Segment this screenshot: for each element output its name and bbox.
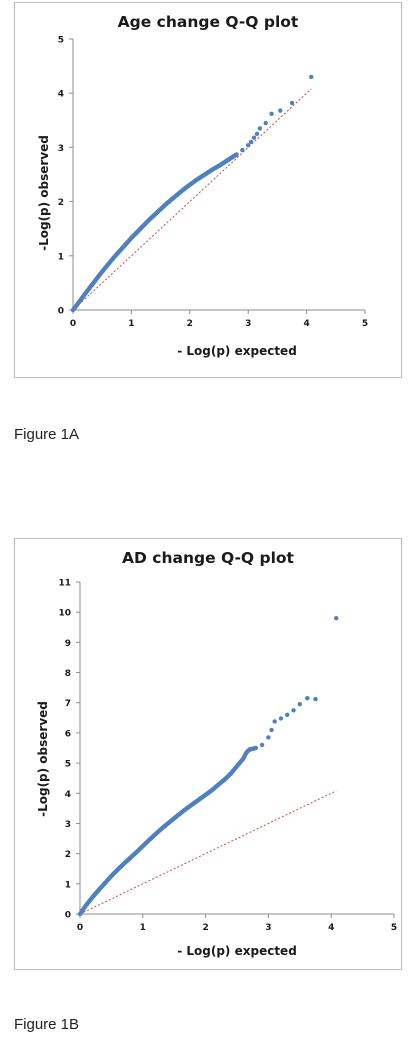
x-tick-label: 5 bbox=[362, 319, 368, 329]
chart-title: Age change Q-Q plot bbox=[117, 13, 299, 31]
y-tick-label: 8 bbox=[65, 669, 71, 679]
x-tick-label: 5 bbox=[391, 923, 397, 933]
x-tick-label: 0 bbox=[70, 319, 76, 329]
x-tick-label: 2 bbox=[202, 923, 208, 933]
observed-point bbox=[240, 147, 245, 153]
observed-point bbox=[259, 742, 265, 748]
expected-reference-line bbox=[72, 88, 312, 311]
y-tick-label: 5 bbox=[58, 36, 64, 46]
x-tick-label: 4 bbox=[328, 923, 334, 933]
observed-points bbox=[70, 74, 314, 313]
x-tick-label: 0 bbox=[77, 923, 83, 933]
y-tick-label: 3 bbox=[58, 144, 64, 154]
observed-point bbox=[285, 712, 290, 717]
observed-point bbox=[309, 74, 314, 80]
y-tick-label: 0 bbox=[58, 307, 64, 317]
x-tick-label: 1 bbox=[128, 319, 134, 329]
observed-point bbox=[246, 143, 251, 148]
observed-point bbox=[269, 111, 274, 116]
qq-plot-ad: 0 1 2 3 4 5 0 1 2 3 4 5 6 7 8 9 10 11 bbox=[58, 579, 397, 934]
x-tick-label: 3 bbox=[245, 319, 251, 329]
observed-point bbox=[272, 719, 277, 724]
observed-point bbox=[291, 708, 296, 713]
observed-point bbox=[263, 120, 268, 126]
y-tick-label: 2 bbox=[58, 198, 64, 208]
y-tick-label: 2 bbox=[65, 850, 71, 860]
x-axis-label: - Log(p) expected bbox=[177, 344, 297, 358]
y-tick-label: 10 bbox=[58, 609, 71, 619]
observed-point bbox=[251, 135, 257, 140]
observed-point bbox=[266, 735, 271, 740]
y-tick-label: 3 bbox=[65, 820, 71, 830]
figure-caption-1b: Figure 1B bbox=[14, 1016, 80, 1033]
y-tick-label: 0 bbox=[65, 911, 71, 921]
observed-point bbox=[297, 702, 302, 707]
chart-panel-age: Age change Q-Q plot -Log(p) observed - L… bbox=[14, 2, 402, 378]
observed-point bbox=[313, 696, 318, 702]
y-tick-label: 4 bbox=[65, 790, 71, 800]
observed-point bbox=[269, 727, 274, 733]
observed-point bbox=[248, 139, 254, 145]
observed-point bbox=[334, 616, 339, 621]
observed-point bbox=[254, 131, 260, 137]
observed-point bbox=[278, 716, 284, 721]
y-tick-label: 9 bbox=[65, 639, 71, 649]
chart-title: AD change Q-Q plot bbox=[122, 549, 294, 567]
y-tick-label: 11 bbox=[58, 579, 71, 589]
y-tick-label: 1 bbox=[58, 252, 64, 262]
y-tick-label: 1 bbox=[65, 880, 71, 890]
x-tick-label: 3 bbox=[265, 923, 271, 933]
x-axis-label: - Log(p) expected bbox=[177, 944, 297, 958]
observed-points bbox=[77, 616, 339, 917]
expected-reference-line bbox=[79, 790, 337, 915]
figure-caption-1a: Figure 1A bbox=[14, 426, 80, 443]
observed-point bbox=[278, 108, 283, 113]
observed-point bbox=[253, 745, 259, 751]
x-tick-label: 4 bbox=[303, 319, 309, 329]
chart-panel-ad: AD change Q-Q plot -Log(p) observed - Lo… bbox=[14, 538, 402, 970]
qq-plot-age: 0 1 2 3 4 5 0 1 2 3 4 5 bbox=[58, 36, 368, 330]
observed-point bbox=[289, 100, 295, 106]
observed-point bbox=[257, 126, 263, 131]
observed-point bbox=[305, 696, 310, 701]
y-tick-label: 7 bbox=[65, 699, 71, 709]
x-tick-label: 2 bbox=[187, 319, 193, 329]
x-tick-label: 1 bbox=[140, 923, 146, 933]
y-tick-label: 5 bbox=[65, 760, 71, 770]
y-tick-label: 4 bbox=[58, 90, 64, 100]
y-tick-label: 6 bbox=[65, 729, 71, 739]
observed-point bbox=[234, 152, 239, 157]
